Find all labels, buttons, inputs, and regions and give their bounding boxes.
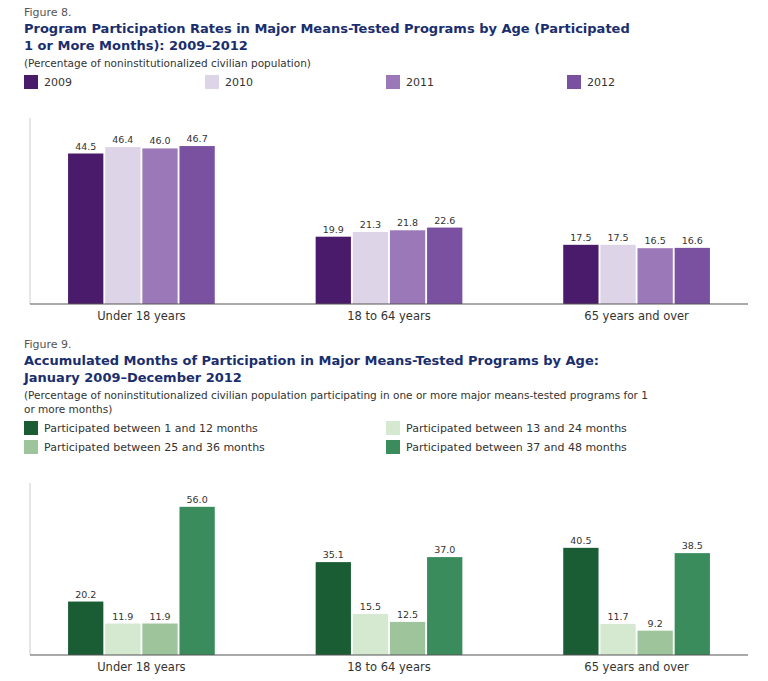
legend-label: 2011 (406, 76, 434, 89)
data-label: 16.6 (682, 235, 703, 246)
bar (353, 614, 388, 655)
bar (179, 507, 214, 655)
bar (638, 631, 673, 655)
subtitle: (Percentage of noninstitutionalized civi… (24, 57, 311, 69)
x-tick-label: Under 18 years (97, 309, 185, 323)
legend-label: Participated between 13 and 24 months (406, 422, 627, 435)
bar (316, 237, 351, 304)
data-label: 16.5 (645, 235, 666, 246)
data-label: 35.1 (323, 549, 344, 560)
data-label: 38.5 (682, 540, 703, 551)
data-label: 22.6 (434, 215, 455, 226)
data-label: 17.5 (607, 232, 628, 243)
figure-label: Figure 8. (24, 6, 72, 19)
x-tick-label: 18 to 64 years (347, 309, 430, 323)
data-label: 19.9 (323, 224, 344, 235)
legend-label: Participated between 37 and 48 months (406, 441, 627, 454)
legend-swatch (386, 440, 400, 454)
data-label: 44.5 (75, 141, 96, 152)
title: Accumulated Months of Participation in M… (24, 353, 599, 368)
bar (427, 228, 462, 304)
bar (563, 245, 598, 304)
x-tick-label: 65 years and over (584, 309, 689, 323)
bars (68, 146, 710, 304)
data-label: 37.0 (434, 544, 455, 555)
bar (142, 624, 177, 655)
bar (600, 624, 635, 655)
legend-swatch (24, 75, 38, 89)
legend-swatch (24, 421, 38, 435)
x-tick-label: 65 years and over (584, 660, 689, 674)
bar (105, 624, 140, 655)
bar (142, 148, 177, 304)
data-label: 11.9 (149, 611, 170, 622)
legend-label: 2010 (225, 76, 253, 89)
data-label: 12.5 (397, 609, 418, 620)
legend-label: 2009 (44, 76, 72, 89)
data-label: 46.4 (112, 134, 133, 145)
chart-panel: Figure 8. Program Participation Rates in … (24, 6, 748, 323)
data-labels: 44.5 19.9 17.5 46.4 21.3 17.5 46.0 21.8 16.5 46.7… (75, 133, 703, 246)
bar (390, 622, 425, 655)
bar (68, 154, 103, 304)
data-label: 46.7 (187, 133, 208, 144)
data-label: 17.5 (570, 232, 591, 243)
bar (179, 146, 214, 304)
bar (427, 557, 462, 655)
data-label: 56.0 (187, 494, 208, 505)
data-label: 9.2 (648, 618, 663, 629)
legend-swatch (386, 421, 400, 435)
bar (390, 230, 425, 304)
data-label: 21.8 (397, 217, 418, 228)
x-tick-label: Under 18 years (97, 660, 185, 674)
bar (68, 602, 103, 655)
legend-swatch (567, 75, 581, 89)
y-axis-line (30, 118, 31, 304)
bar (638, 248, 673, 304)
data-label: 20.2 (75, 589, 96, 600)
subtitle: (Percentage of noninstitutionalized civi… (24, 389, 648, 401)
legend-swatch (205, 75, 219, 89)
data-label: 21.3 (360, 219, 381, 230)
bar (675, 248, 710, 304)
data-label: 15.5 (360, 601, 381, 612)
data-labels: 20.2 35.1 40.5 11.9 15.5 11.7 11.9 12.5 9.2 56.0 3… (75, 494, 703, 629)
data-label: 11.9 (112, 611, 133, 622)
x-axis-line (30, 304, 748, 305)
data-label: 46.0 (149, 135, 170, 146)
bar (600, 245, 635, 304)
subtitle: or more months) (24, 403, 112, 415)
chart-panel: Figure 9. Accumulated Months of Participa… (23, 338, 748, 674)
title: Program Participation Rates in Major Mea… (24, 21, 630, 36)
y-axis-line (30, 483, 31, 655)
title: January 2009–December 2012 (23, 370, 242, 385)
chart-canvas: Figure 8. Program Participation Rates in … (0, 0, 768, 681)
bar (353, 232, 388, 304)
title: 1 or More Months): 2009–2012 (24, 38, 248, 53)
legend-label: Participated between 1 and 12 months (44, 422, 258, 435)
x-tick-label: 18 to 64 years (347, 660, 430, 674)
legend-swatch (386, 75, 400, 89)
legend-label: 2012 (587, 76, 615, 89)
bar (563, 548, 598, 655)
figure-label: Figure 9. (24, 338, 72, 351)
bar (675, 553, 710, 655)
data-label: 11.7 (607, 611, 628, 622)
legend-swatch (24, 440, 38, 454)
bar (105, 147, 140, 304)
bar (316, 562, 351, 655)
data-label: 40.5 (570, 535, 591, 546)
bars (68, 507, 710, 655)
x-axis-line (30, 655, 748, 656)
legend-label: Participated between 25 and 36 months (44, 441, 265, 454)
